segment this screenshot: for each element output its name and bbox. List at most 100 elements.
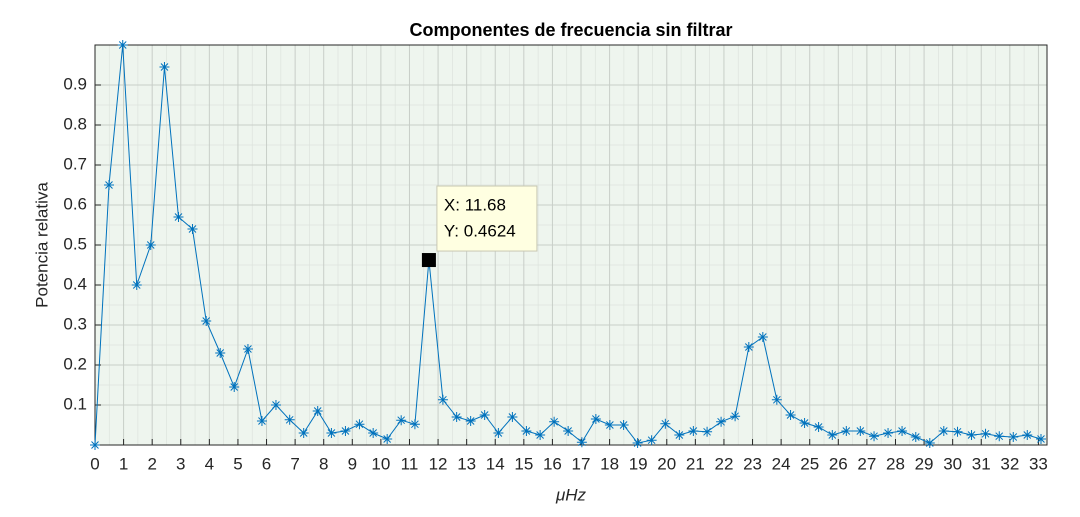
data-marker [716, 416, 727, 427]
y-tick-label: 0.4 [63, 274, 87, 293]
data-marker [354, 419, 365, 430]
x-tick-label: 1 [119, 454, 128, 473]
data-marker [521, 426, 532, 436]
x-tick-label: 20 [657, 454, 676, 473]
data-marker [465, 416, 476, 426]
data-marker [855, 426, 866, 436]
data-marker [479, 410, 490, 420]
data-marker [771, 394, 782, 405]
x-tick-label: 31 [972, 454, 991, 473]
data-marker [493, 428, 504, 438]
x-tick-label: 27 [857, 454, 876, 473]
data-marker [938, 426, 949, 436]
y-tick-label: 0.2 [63, 354, 87, 373]
data-marker [409, 419, 420, 430]
y-tick-label: 0.6 [63, 194, 87, 213]
x-tick-label: 11 [401, 454, 419, 473]
x-tick-label: 12 [429, 454, 448, 473]
data-marker [730, 411, 741, 422]
x-tick-label: 8 [319, 454, 328, 473]
x-tick-label: 6 [262, 454, 271, 473]
data-marker [841, 426, 852, 436]
data-marker [897, 426, 908, 436]
data-marker [952, 426, 963, 437]
data-marker [924, 438, 935, 448]
x-tick-label: 3 [176, 454, 185, 473]
y-tick-label: 0.5 [63, 234, 87, 253]
datatip-box [436, 185, 538, 252]
y-tick-label: 0.9 [63, 74, 87, 93]
data-marker [646, 435, 657, 446]
data-marker [757, 332, 768, 342]
x-tick-label: 18 [600, 454, 619, 473]
data-marker [437, 394, 448, 405]
data-marker [576, 437, 587, 448]
data-marker [159, 62, 170, 72]
x-tick-label: 17 [572, 454, 591, 473]
x-tick-label: 5 [233, 454, 242, 473]
data-marker [229, 382, 240, 392]
data-marker [298, 428, 309, 438]
data-marker [743, 342, 754, 352]
x-tick-label: 0 [90, 454, 99, 473]
data-marker [312, 406, 323, 416]
y-tick-label: 0.7 [63, 154, 87, 173]
x-tick-label: 21 [686, 454, 705, 473]
data-marker [451, 412, 462, 422]
data-marker [1008, 432, 1019, 442]
data-marker [382, 434, 393, 444]
data-marker [145, 240, 156, 250]
x-tick-label: 7 [290, 454, 299, 473]
datatip-y: Y: 0.4624 [444, 222, 516, 241]
data-marker [507, 412, 518, 422]
data-marker [242, 344, 253, 354]
x-tick-label: 9 [348, 454, 357, 473]
data-marker [869, 431, 880, 442]
y-tick-label: 0.3 [63, 314, 87, 333]
data-marker [368, 428, 379, 438]
data-marker [173, 212, 184, 222]
data-marker [215, 348, 226, 358]
x-tick-label: 14 [486, 454, 505, 473]
data-marker [590, 414, 601, 424]
data-marker [549, 416, 560, 427]
data-marker [799, 418, 810, 428]
data-marker [104, 180, 115, 190]
data-marker [632, 438, 643, 448]
x-tick-label: 30 [943, 454, 962, 473]
x-tick-label: 13 [457, 454, 476, 473]
data-marker [827, 430, 838, 440]
data-marker [785, 410, 796, 420]
data-marker [131, 280, 142, 290]
x-tick-label: 24 [772, 454, 791, 473]
data-marker [326, 428, 337, 438]
y-tick-label: 0.1 [63, 394, 87, 413]
axes-box [94, 44, 1048, 446]
x-tick-label: 28 [886, 454, 905, 473]
data-marker [90, 440, 100, 450]
x-tick-label: 16 [543, 454, 562, 473]
data-marker [618, 420, 629, 430]
y-axis-label: Potencia relativa [32, 182, 51, 308]
x-tick-label: 33 [1029, 454, 1048, 473]
x-tick-label: 22 [714, 454, 733, 473]
data-marker [201, 316, 212, 326]
data-marker [535, 430, 546, 440]
data-marker [284, 414, 295, 425]
data-marker [604, 420, 615, 430]
data-marker [256, 416, 267, 426]
data-marker [702, 426, 713, 437]
x-tick-label: 23 [743, 454, 762, 473]
data-marker [883, 428, 894, 438]
x-tick-label: 19 [629, 454, 648, 473]
data-marker [563, 426, 574, 436]
x-tick-label: 29 [915, 454, 934, 473]
data-marker [1022, 430, 1033, 440]
data-marker [994, 431, 1005, 442]
data-marker [660, 418, 671, 429]
data-marker [270, 400, 281, 410]
x-tick-label: 2 [147, 454, 156, 473]
x-tick-label: 15 [514, 454, 533, 473]
data-marker [674, 430, 685, 440]
